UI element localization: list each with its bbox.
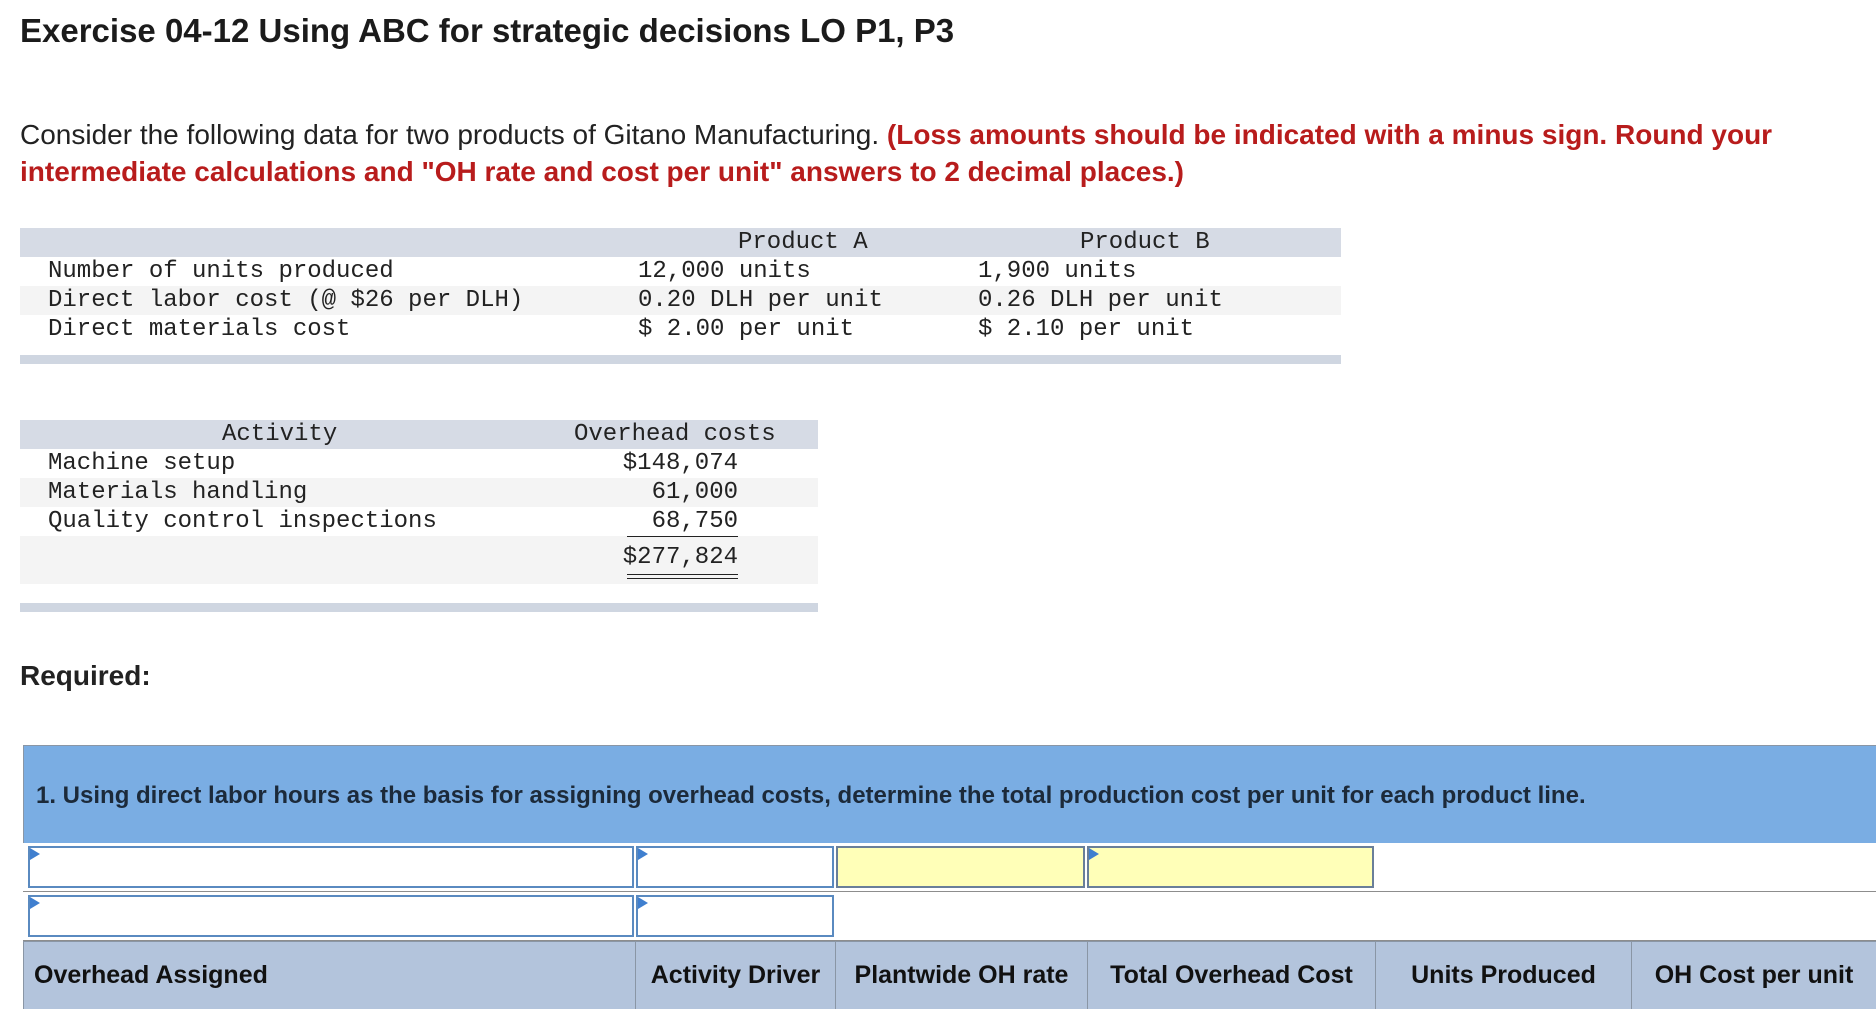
answer-input-highlighted[interactable] (836, 846, 1085, 888)
dropdown-marker-icon (638, 848, 648, 860)
column-header-overhead-costs: Overhead costs (574, 421, 776, 448)
row-label-units: Number of units produced (48, 258, 394, 285)
instructions-text: Consider the following data for two prod… (20, 119, 887, 150)
required-heading: Required: (20, 660, 151, 691)
answer-input[interactable] (28, 895, 634, 937)
answer-row (23, 843, 1876, 892)
table-header-band (20, 228, 1341, 257)
column-header-oh-cost-per-unit: OH Cost per unit (1631, 942, 1876, 1009)
activity-label: Machine setup (48, 450, 236, 477)
answer-panel: 1. Using direct labor hours as the basis… (23, 745, 1876, 1009)
answer-input[interactable] (636, 895, 834, 937)
column-header-product-b: Product B (1080, 229, 1210, 256)
total-double-rule (627, 574, 738, 575)
table-row-band (20, 286, 1341, 315)
dropdown-marker-icon (30, 848, 40, 860)
answer-input[interactable] (636, 846, 834, 888)
answer-column-headers: Overhead Assigned Activity Driver Plantw… (23, 941, 1876, 1009)
column-header-units-produced: Units Produced (1375, 942, 1631, 1009)
row-label-direct-labor: Direct labor cost (@ $26 per DLH) (48, 287, 524, 314)
product-a-units: 12,000 units (638, 258, 811, 285)
column-header-activity: Activity (222, 421, 338, 448)
subtotal-rule (627, 536, 738, 537)
activity-label: Quality control inspections (48, 508, 437, 535)
question-header: 1. Using direct labor hours as the basis… (23, 745, 1876, 846)
row-label-direct-materials: Direct materials cost (48, 316, 351, 343)
total-double-rule (627, 578, 738, 579)
product-a-direct-labor: 0.20 DLH per unit (638, 287, 883, 314)
column-header-plantwide-oh-rate: Plantwide OH rate (835, 942, 1087, 1009)
table-divider (20, 355, 1341, 364)
table-header-band (20, 420, 818, 449)
product-b-direct-labor: 0.26 DLH per unit (978, 287, 1223, 314)
column-header-overhead-assigned: Overhead Assigned (23, 942, 635, 1009)
product-a-direct-materials: $ 2.00 per unit (638, 316, 855, 343)
activity-label: Materials handling (48, 479, 308, 506)
product-b-units: 1,900 units (978, 258, 1137, 285)
table-divider (20, 603, 818, 612)
answer-input[interactable] (28, 846, 634, 888)
column-header-activity-driver: Activity Driver (635, 942, 835, 1009)
product-b-direct-materials: $ 2.10 per unit (978, 316, 1195, 343)
activity-cost: $148,074 (622, 450, 738, 477)
instructions: Consider the following data for two prod… (20, 116, 1870, 190)
activity-cost: 61,000 (651, 479, 738, 506)
dropdown-marker-icon (1089, 848, 1099, 860)
answer-input-highlighted[interactable] (1087, 846, 1374, 888)
answer-row (23, 892, 1876, 941)
page-title: Exercise 04-12 Using ABC for strategic d… (20, 12, 955, 49)
overhead-total: $277,824 (622, 544, 738, 571)
dropdown-marker-icon (638, 897, 648, 909)
instructions-note: (Loss amounts should be indicated with a… (20, 119, 1773, 187)
question-text: 1. Using direct labor hours as the basis… (36, 782, 1586, 809)
column-header-product-a: Product A (738, 229, 868, 256)
column-header-total-overhead-cost: Total Overhead Cost (1087, 942, 1375, 1009)
dropdown-marker-icon (30, 897, 40, 909)
activity-cost: 68,750 (651, 508, 738, 535)
table-row-band (20, 478, 818, 507)
table-total-band (20, 536, 818, 584)
